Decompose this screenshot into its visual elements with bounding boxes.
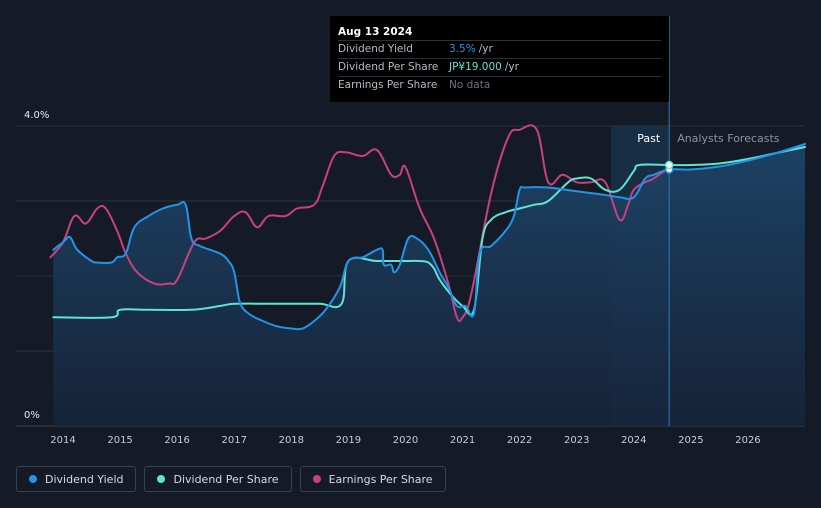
dividend-per-share-marker xyxy=(664,160,674,170)
legend: Dividend Yield Dividend Per Share Earnin… xyxy=(16,466,446,492)
x-tick-label: 2018 xyxy=(279,435,304,446)
forecast-section-label: Analysts Forecasts xyxy=(677,132,780,145)
tooltip-label: Dividend Yield xyxy=(338,43,413,55)
y-axis-top-label: 4.0% xyxy=(24,110,49,121)
legend-item-dividend-yield[interactable]: Dividend Yield xyxy=(16,466,137,492)
tooltip: Aug 13 2024 Dividend Yield 3.5% /yr Divi… xyxy=(330,16,669,102)
dividend-yield-dot-icon xyxy=(29,475,37,483)
x-tick-label: 2019 xyxy=(336,435,361,446)
x-tick-label: 2023 xyxy=(564,435,589,446)
tooltip-row-dividend-per-share: Dividend Per Share JP¥19.000 /yr xyxy=(338,58,661,76)
tooltip-value: 3.5% xyxy=(449,43,476,55)
y-axis-bottom-label: 0% xyxy=(24,410,40,421)
tooltip-row-dividend-yield: Dividend Yield 3.5% /yr xyxy=(338,40,661,58)
x-tick-label: 2025 xyxy=(678,435,703,446)
earnings-per-share-dot-icon xyxy=(312,475,321,483)
x-tick-label: 2024 xyxy=(621,435,646,446)
tooltip-row-earnings-per-share: Earnings Per Share No data xyxy=(338,76,661,94)
x-tick-label: 2014 xyxy=(50,435,75,446)
dividend-yield-line xyxy=(52,143,806,331)
tooltip-unit: /yr xyxy=(478,43,493,55)
legend-label: Earnings Per Share xyxy=(328,472,433,486)
x-tick-label: 2017 xyxy=(222,435,247,446)
legend-label: Dividend Yield xyxy=(45,472,124,486)
tooltip-label: Earnings Per Share xyxy=(338,79,438,91)
legend-label: Dividend Per Share xyxy=(173,472,279,486)
past-section-label: Past xyxy=(637,132,661,145)
legend-item-dividend-per-share[interactable]: Dividend Per Share xyxy=(144,466,292,492)
x-tick-label: 2016 xyxy=(164,435,189,446)
x-tick-label: 2022 xyxy=(507,435,532,446)
tooltip-value: JP¥19.000 xyxy=(449,61,502,73)
dividend-per-share-dot-icon xyxy=(157,475,166,483)
legend-item-earnings-per-share[interactable]: Earnings Per Share xyxy=(299,466,446,492)
tooltip-label: Dividend Per Share xyxy=(338,61,439,73)
x-tick-label: 2020 xyxy=(393,435,418,446)
x-tick-label: 2021 xyxy=(450,435,475,446)
x-tick-label: 2026 xyxy=(735,435,760,446)
tooltip-value: No data xyxy=(449,79,491,91)
dividend-yield-area xyxy=(53,144,806,426)
x-tick-label: 2015 xyxy=(107,435,132,446)
tooltip-date: Aug 13 2024 xyxy=(338,26,413,38)
tooltip-unit: /yr xyxy=(504,61,519,73)
